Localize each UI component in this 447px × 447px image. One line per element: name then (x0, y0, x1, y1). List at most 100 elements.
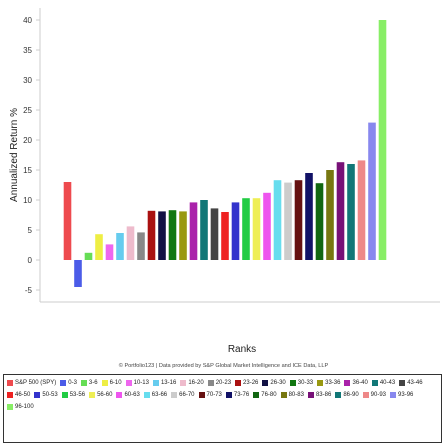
bar-rank-16-20 (126, 226, 135, 260)
bar-rank-80-83 (326, 170, 334, 260)
y-tick-label: 20 (23, 136, 32, 145)
legend-swatch (89, 392, 96, 398)
legend-swatch (125, 380, 132, 386)
bar-rank-23-26 (147, 210, 156, 260)
bar-rank-43-46 (210, 208, 219, 260)
y-tick-label: 0 (28, 256, 33, 265)
legend-swatch (362, 392, 369, 398)
bar-rank-6-10 (95, 234, 103, 260)
legend-item: S&P 500 (SPY) (7, 377, 56, 389)
bar-rank-60-63 (263, 192, 271, 260)
legend-swatch (317, 380, 324, 386)
bar-benchmark (63, 182, 72, 260)
legend-item: 43-46 (399, 377, 423, 389)
legend-swatch (60, 380, 67, 386)
legend-item: 46-50 (7, 389, 30, 401)
bar-rank-3-6 (84, 252, 93, 260)
bar-rank-40-43 (200, 200, 208, 260)
legend-label: 96-100 (15, 404, 34, 410)
legend-label: 6-10 (109, 380, 122, 386)
legend-label: 66-70 (179, 392, 195, 398)
legend-label: 13-16 (160, 380, 177, 386)
bar-rank-63-66 (273, 180, 282, 260)
legend-swatch (101, 380, 108, 386)
legend-label: 53-56 (69, 392, 86, 398)
legend: S&P 500 (SPY) 0-3 3-6 6-10 10-13 13-16 16-20 20… (3, 374, 442, 443)
legend-swatch (198, 392, 205, 398)
legend-swatch (235, 380, 242, 386)
bar-rank-13-16 (116, 233, 124, 260)
legend-swatch (307, 392, 314, 398)
bar-rank-26-30 (158, 211, 166, 260)
bar-rank-86-90 (347, 164, 355, 260)
legend-label: 33-36 (325, 380, 341, 386)
legend-swatch (399, 380, 406, 386)
legend-label: 76-80 (261, 392, 277, 398)
legend-swatch (116, 392, 123, 398)
y-tick-label: 5 (28, 226, 33, 235)
legend-swatch (335, 392, 342, 398)
bar-rank-76-80 (315, 183, 324, 260)
legend-item: 86-90 (335, 389, 359, 401)
legend-label: 90-93 (370, 392, 387, 398)
bar-rank-56-60 (252, 198, 261, 260)
legend-item: 36-40 (344, 377, 368, 389)
legend-item: 90-93 (362, 389, 387, 401)
x-axis-title: Ranks (228, 344, 256, 355)
legend-item: 10-13 (125, 377, 149, 389)
legend-item: 60-63 (116, 389, 140, 401)
legend-label: 0-3 (68, 380, 77, 386)
legend-swatch (61, 392, 68, 398)
legend-label: 93-96 (398, 392, 414, 398)
legend-swatch (7, 404, 13, 410)
legend-swatch (152, 380, 159, 386)
legend-swatch (7, 380, 13, 386)
legend-item: 50-53 (34, 389, 58, 401)
legend-label: 20-23 (215, 380, 232, 386)
legend-swatch (371, 380, 378, 386)
y-tick-label: 30 (23, 76, 32, 85)
y-tick-label: 40 (23, 16, 32, 25)
chart: -5 0 5 10 15 20 25 30 35 40 Annualized Return % R… (9, 8, 440, 355)
legend-swatch (390, 392, 397, 398)
legend-item: 80-83 (280, 389, 304, 401)
legend-item: 23-26 (235, 377, 258, 389)
legend-item: 6-10 (101, 377, 122, 389)
legend-item: 66-70 (171, 389, 195, 401)
legend-swatch (34, 392, 41, 398)
legend-swatch (225, 392, 232, 398)
legend-swatch (143, 392, 150, 398)
bar-rank-46-50 (221, 212, 229, 260)
bar-rank-90-93 (357, 160, 366, 260)
legend-item: 0-3 (60, 377, 77, 389)
legend-item: 70-73 (198, 389, 222, 401)
legend-label: 40-43 (379, 380, 396, 386)
bar-rank-10-13 (105, 244, 114, 260)
legend-item: 16-20 (180, 377, 204, 389)
bar-rank-73-76 (305, 173, 313, 260)
bar-rank-33-36 (179, 211, 187, 260)
bar-rank-66-70 (284, 182, 292, 260)
legend-item: 53-56 (61, 389, 86, 401)
legend-swatch (280, 392, 287, 398)
legend-label: 80-83 (288, 392, 304, 398)
y-tick-label: 15 (23, 166, 32, 175)
legend-item: 30-33 (289, 377, 313, 389)
legend-item: 96-100 (7, 401, 34, 413)
legend-item: 40-43 (371, 377, 396, 389)
legend-label: 83-86 (315, 392, 332, 398)
legend-label: 60-63 (124, 392, 140, 398)
legend-label: S&P 500 (SPY) (15, 380, 57, 386)
bar-rank-96-100 (378, 20, 387, 260)
bar-rank-53-56 (242, 198, 250, 260)
legend-item: 76-80 (253, 389, 277, 401)
legend-item: 83-86 (307, 389, 332, 401)
legend-item: 63-66 (143, 389, 167, 401)
bar-rank-36-40 (189, 202, 198, 260)
legend-label: 16-20 (188, 380, 204, 386)
legend-label: 36-40 (352, 380, 368, 386)
legend-swatch (180, 380, 187, 386)
legend-swatch (207, 380, 214, 386)
y-tick-label: -5 (25, 286, 33, 295)
legend-swatch (289, 380, 296, 386)
